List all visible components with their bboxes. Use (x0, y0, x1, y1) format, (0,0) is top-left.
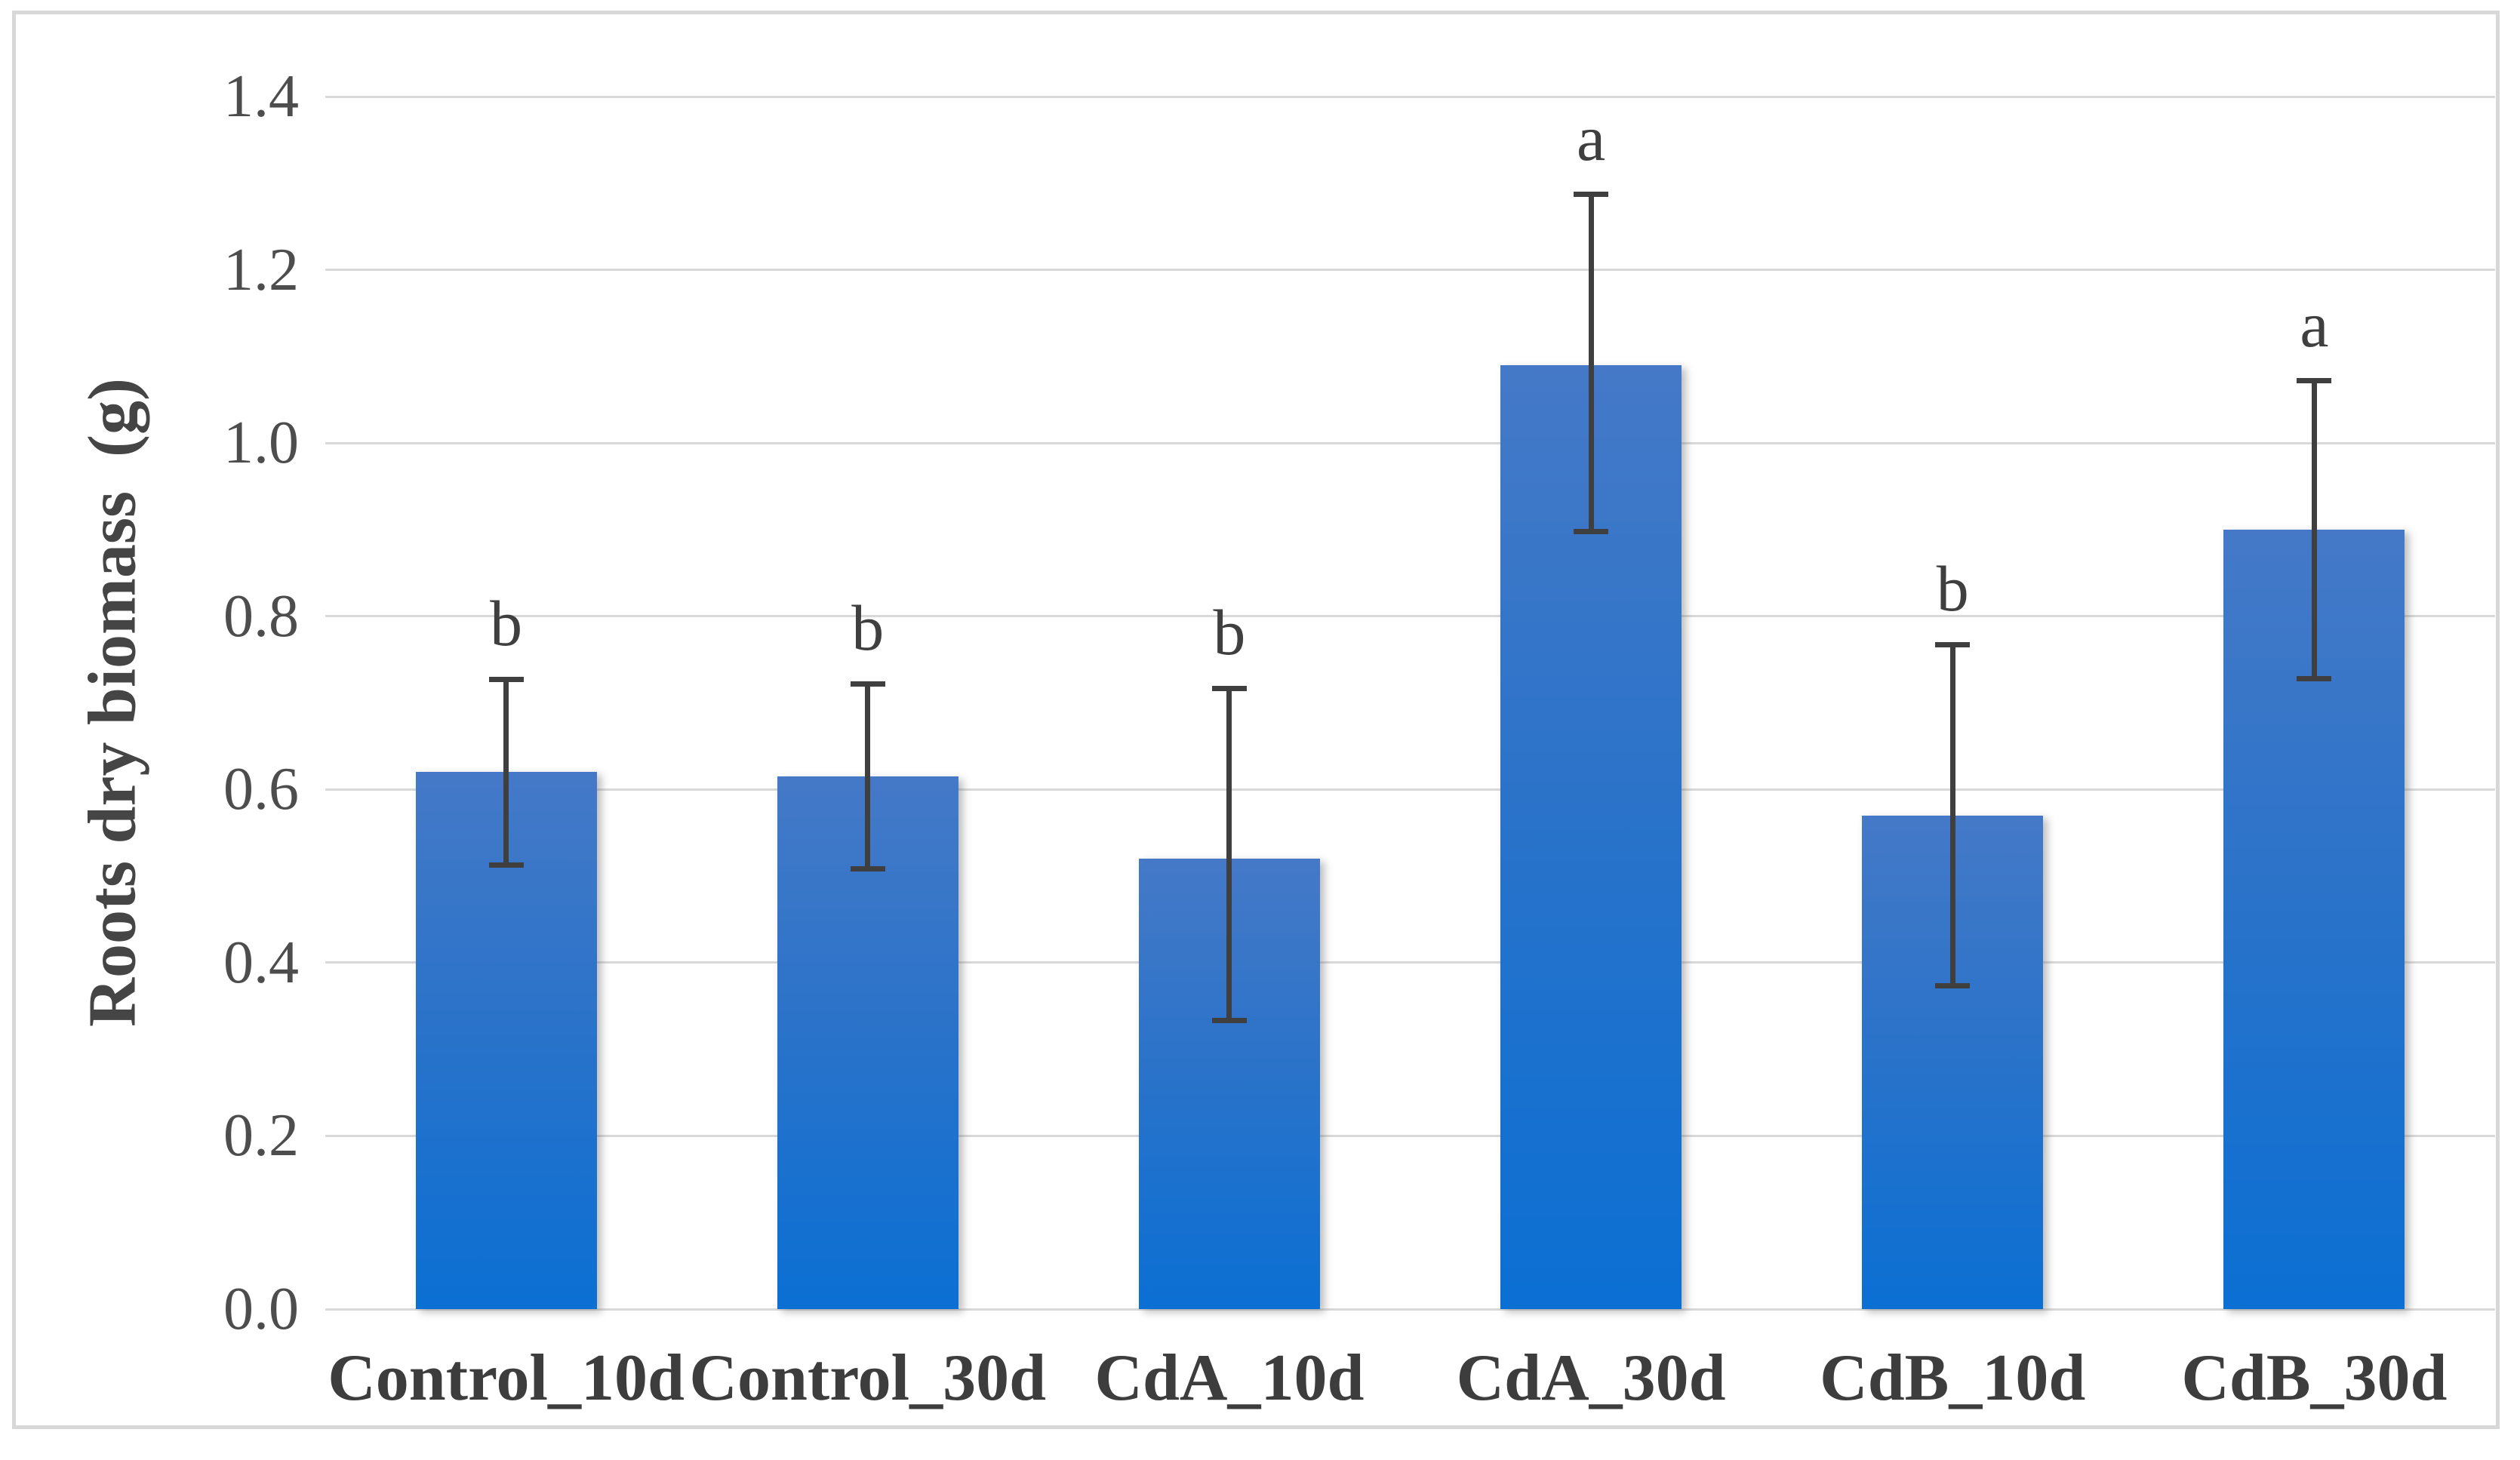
gridline-1.0 (325, 441, 2495, 444)
y-tick-label: 0.0 (223, 1276, 299, 1342)
y-tick-label: 1.4 (223, 63, 299, 130)
gridline-1.4 (325, 95, 2495, 98)
y-tick-label: 0.6 (223, 756, 299, 823)
error-bar-CdA_10d (1226, 685, 1232, 1024)
x-label-Control_10d: Control_10d (328, 1342, 685, 1415)
x-label-CdB_30d: CdB_30d (2181, 1342, 2448, 1415)
error-cap-bottom-CdB_10d (1935, 983, 1971, 989)
sig-letter-CdA_10d: b (1213, 595, 1246, 669)
chart-frame: Roots dry biomass (g) b b b a b a 0.0 0.2 0.4 0.… (12, 11, 2500, 1429)
x-label-CdA_10d: CdA_10d (1094, 1342, 1365, 1415)
error-bar-CdB_30d (2311, 378, 2317, 681)
gridline-0.4 (325, 961, 2495, 964)
gridline-0.2 (325, 1134, 2495, 1137)
error-cap-top-Control_10d (488, 677, 524, 683)
y-axis-title: Roots dry biomass (g) (75, 377, 150, 1028)
y-tick-label: 0.2 (223, 1102, 299, 1170)
gridline-0.8 (325, 615, 2495, 618)
error-cap-top-CdB_10d (1935, 642, 1971, 648)
sig-letter-Control_10d: b (490, 587, 523, 660)
error-bar-CdB_10d (1949, 642, 1955, 989)
x-label-CdA_30d: CdA_30d (1456, 1342, 1726, 1415)
gridline-1.2 (325, 269, 2495, 272)
error-cap-bottom-CdA_30d (1574, 528, 1609, 534)
error-bar-Control_30d (865, 681, 871, 872)
sig-letter-CdA_30d: a (1576, 102, 1606, 175)
error-cap-bottom-CdB_30d (2297, 675, 2332, 681)
error-bar-CdA_30d (1588, 192, 1594, 534)
sig-letter-CdB_10d: b (1936, 552, 1969, 625)
error-cap-top-CdA_30d (1574, 192, 1609, 198)
x-label-CdB_10d: CdB_10d (1820, 1342, 2086, 1415)
error-cap-top-Control_30d (850, 681, 885, 687)
error-cap-bottom-CdA_10d (1211, 1018, 1247, 1024)
gridline-0.6 (325, 788, 2495, 791)
y-tick-label: 0.4 (223, 929, 299, 996)
y-tick-label: 1.2 (223, 236, 299, 303)
y-tick-label: 1.0 (223, 410, 299, 477)
error-bar-Control_10d (503, 677, 509, 868)
error-cap-top-CdB_30d (2297, 378, 2332, 384)
error-cap-bottom-Control_10d (488, 862, 524, 868)
x-label-Control_30d: Control_30d (689, 1342, 1047, 1415)
sig-letter-CdB_30d: a (2300, 288, 2329, 361)
sig-letter-Control_30d: b (851, 591, 885, 664)
gridline-0.0 (325, 1308, 2495, 1311)
y-tick-label: 0.8 (223, 582, 299, 650)
error-cap-top-CdA_10d (1211, 685, 1247, 691)
plot-area: b b b a b a (325, 95, 2495, 1311)
error-cap-bottom-Control_30d (850, 866, 885, 872)
